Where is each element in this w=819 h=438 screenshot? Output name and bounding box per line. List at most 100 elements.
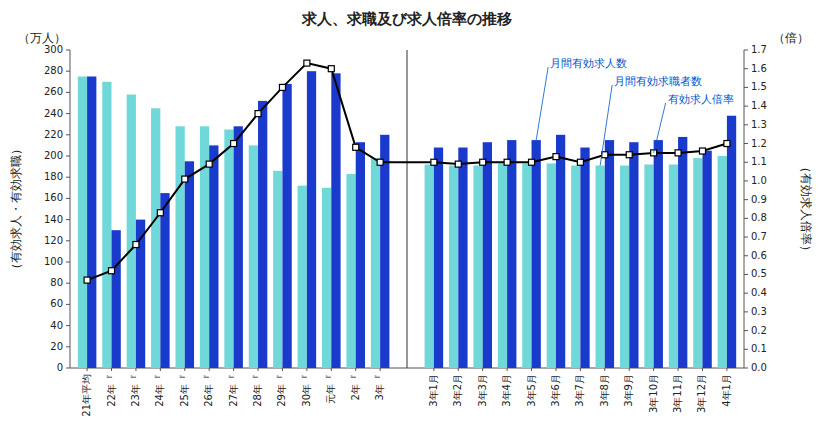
y2-tick-label: 0.9 (751, 194, 767, 205)
x-tick-label: 3年5月 (526, 374, 537, 407)
y2-tick (744, 199, 748, 200)
unit-label-left: （万人） (18, 31, 66, 45)
y-tick (66, 283, 70, 284)
y2-tick-label: 1.2 (751, 138, 767, 149)
y2-tick (744, 162, 748, 163)
x-tick-label: 3年8月 (599, 374, 610, 407)
x-tick-label: 3年4月 (501, 374, 512, 407)
bar (425, 164, 434, 368)
series-annotation: 有効求人倍率 (668, 93, 734, 106)
series-annotations: 月間有効求人数月間有効求職者数有効求人倍率 (536, 57, 733, 166)
bar (556, 135, 565, 368)
y-tick (66, 50, 70, 51)
x-tick (482, 368, 483, 371)
y-tick (66, 325, 70, 326)
series-annotation: 月間有効求人数 (550, 57, 627, 70)
line-marker (431, 159, 437, 165)
x-tick-label: 30年『 (301, 374, 312, 407)
line-marker (626, 152, 632, 158)
bar (282, 84, 291, 368)
y2-tick-label: 0.3 (751, 306, 767, 317)
line-marker (553, 154, 559, 160)
x-tick (135, 368, 136, 371)
x-tick-label: 22年『 (106, 374, 117, 407)
x-tick-label: 3年1月 (428, 374, 439, 407)
line-marker (529, 159, 535, 165)
bar (273, 171, 282, 368)
line-marker (109, 268, 115, 274)
x-tick-label: 25年『 (179, 374, 190, 407)
x-tick (209, 368, 210, 371)
bar (678, 137, 687, 368)
bar (522, 163, 531, 368)
bar (234, 126, 243, 368)
x-tick (258, 368, 259, 371)
bar (571, 166, 580, 368)
y-tick (66, 92, 70, 93)
y2-tick-label: 0.2 (751, 325, 767, 336)
y2-tick-label: 1.7 (751, 44, 767, 55)
x-tick-label: 24年『 (154, 374, 165, 407)
series-annotation: 月間有効求職者数 (614, 75, 702, 88)
x-tick-label: 4年1月 (721, 374, 732, 407)
y2-tick (744, 311, 748, 312)
y-tick-label: 60 (50, 298, 63, 309)
y2-tick-label: 0.7 (751, 231, 767, 242)
y-tick-label: 300 (44, 44, 63, 55)
bar (160, 193, 169, 368)
y2-tick-label: 1.4 (751, 100, 767, 111)
x-axis: 21年平均22年『23年『24年『25年『26年『27年『28年『29年『30年… (70, 368, 744, 417)
y2-tick (744, 50, 748, 51)
bar (629, 142, 638, 368)
y2-tick (744, 330, 748, 331)
y-tick (66, 240, 70, 241)
y2-tick (744, 143, 748, 144)
bar (346, 174, 355, 368)
bar (356, 142, 365, 368)
bar (669, 164, 678, 368)
bar (78, 77, 87, 369)
x-tick-label: 3年6月 (550, 374, 561, 407)
line-marker (133, 242, 139, 248)
x-tick (433, 368, 434, 371)
line-marker (480, 159, 486, 165)
line-marker (231, 141, 237, 147)
y2-tick (744, 180, 748, 181)
bar (380, 135, 389, 368)
bar (507, 140, 516, 368)
line-marker (279, 84, 285, 90)
y-tick (66, 262, 70, 263)
x-tick-label: 3年11月 (672, 374, 683, 413)
bar (87, 77, 96, 369)
chart: 求人、求職及び求人倍率の推移（万人）（倍）（有効求人・有効求職）（有効求人倍率）… (0, 0, 819, 438)
y2-tick-label: 0.1 (751, 343, 767, 354)
line-marker (577, 159, 583, 165)
y2-tick-label: 1.1 (751, 156, 767, 167)
y-tick-label: 220 (44, 129, 63, 140)
annotation-leader (654, 103, 666, 153)
bar (693, 158, 702, 368)
y-tick (66, 346, 70, 347)
y-tick (66, 304, 70, 305)
y2-tick (744, 293, 748, 294)
bar (434, 148, 443, 368)
line-marker (206, 161, 212, 167)
y2-tick (744, 124, 748, 125)
x-tick-label: 3年9月 (623, 374, 634, 407)
x-tick (580, 368, 581, 371)
plot-marks (78, 60, 736, 368)
bar (473, 166, 482, 368)
y-tick-label: 260 (44, 86, 63, 97)
y2-axis-line (744, 50, 745, 368)
bar (547, 163, 556, 368)
y-axis: 0204060801001201401601802002202402602803… (44, 44, 70, 373)
y-tick-label: 200 (44, 150, 63, 161)
annotation-leader (600, 85, 612, 166)
x-tick-label: 3年7月 (574, 374, 585, 407)
y2-tick-label: 0.0 (751, 362, 767, 373)
bar (102, 82, 111, 368)
line-marker (255, 111, 261, 117)
x-tick (629, 368, 630, 371)
bar (249, 145, 258, 368)
x-tick (160, 368, 161, 371)
